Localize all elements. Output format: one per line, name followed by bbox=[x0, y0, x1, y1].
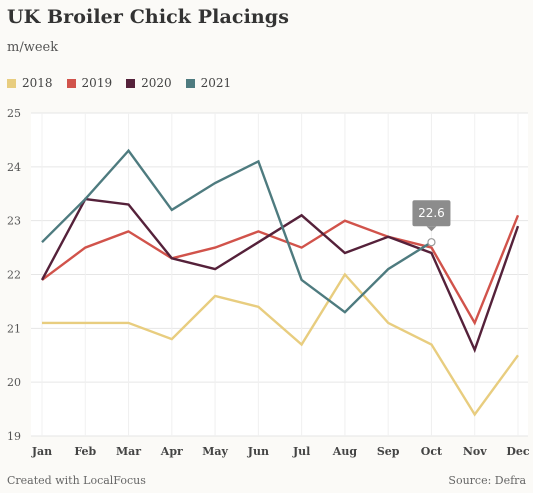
legend-swatch-2021 bbox=[185, 78, 195, 88]
y-tick-label: 22 bbox=[7, 269, 21, 282]
y-tick-label: 20 bbox=[7, 376, 21, 389]
legend-swatch-2019 bbox=[66, 78, 76, 88]
y-tick-label: 21 bbox=[7, 322, 21, 335]
x-tick-label: Oct bbox=[421, 445, 443, 458]
chart-subtitle: m/week bbox=[7, 40, 59, 55]
legend-item-2019[interactable]: 2019 bbox=[66, 76, 113, 90]
x-tick-label: Jan bbox=[31, 445, 52, 458]
x-tick-label: Jun bbox=[247, 445, 269, 458]
legend-item-2021[interactable]: 2021 bbox=[185, 76, 232, 90]
y-tick-label: 25 bbox=[7, 107, 21, 120]
line-chart: 19 20 21 22 23 24 25 Jan Feb Mar Apr May Jun Jul Aug Se… bbox=[7, 107, 530, 458]
tooltip-pointer bbox=[426, 226, 437, 232]
legend-label-2018: 2018 bbox=[22, 76, 53, 90]
x-tick-label: Mar bbox=[116, 445, 141, 458]
x-tick-label: Feb bbox=[74, 445, 96, 458]
x-tick-label: Jul bbox=[292, 445, 310, 458]
x-tick-label: May bbox=[202, 445, 228, 458]
x-tick-label: Aug bbox=[332, 445, 358, 458]
tooltip-point-marker[interactable] bbox=[427, 238, 436, 247]
chart-title: UK Broiler Chick Placings bbox=[7, 6, 289, 28]
tooltip-label: 22.6 bbox=[418, 206, 445, 220]
series-line-2018[interactable] bbox=[42, 272, 519, 417]
legend-item-2020[interactable]: 2020 bbox=[126, 76, 172, 90]
legend-label-2019: 2019 bbox=[81, 76, 113, 90]
credit-text[interactable]: Created with LocalFocus bbox=[7, 474, 146, 487]
series-line-2019[interactable] bbox=[41, 214, 520, 326]
x-tick-label: Sep bbox=[377, 445, 400, 458]
legend-swatch-2018 bbox=[7, 78, 16, 88]
x-tick-label: Dec bbox=[506, 445, 530, 458]
series-line-2020[interactable] bbox=[40, 197, 520, 354]
legend-label-2021: 2021 bbox=[200, 76, 232, 90]
legend: 2018 2019 2020 2021 bbox=[7, 76, 231, 90]
x-tick-label: Apr bbox=[160, 445, 183, 458]
y-tick-label: 24 bbox=[7, 161, 21, 174]
x-tick-label: Nov bbox=[463, 445, 487, 458]
series-line-2021[interactable] bbox=[41, 148, 433, 314]
y-tick-label: 19 bbox=[7, 430, 21, 443]
source-text: Source: Defra bbox=[448, 474, 526, 487]
legend-label-2020: 2020 bbox=[141, 76, 172, 90]
tooltip-box bbox=[412, 200, 451, 227]
legend-swatch-2020 bbox=[126, 78, 136, 88]
legend-item-2018[interactable]: 2018 bbox=[7, 76, 53, 90]
y-tick-label: 23 bbox=[7, 215, 21, 228]
